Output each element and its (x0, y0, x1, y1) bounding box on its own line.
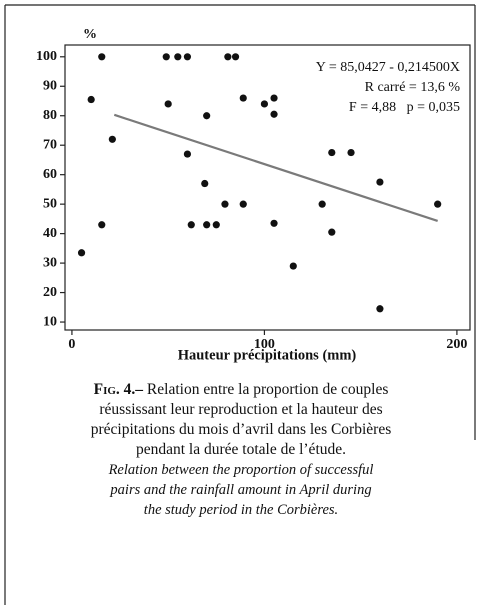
y-tick-label: 100 (36, 49, 57, 64)
caption-text: Fig. 4.– (93, 381, 144, 398)
point (270, 94, 278, 102)
y-tick-label: 50 (43, 196, 57, 211)
point (174, 53, 182, 61)
point (289, 262, 297, 270)
caption-text: pendant la durée totale de l’étude. (135, 441, 346, 458)
caption-text: pairs and the rainfall amount in April d… (110, 482, 372, 498)
point (212, 221, 220, 229)
y-tick-label: 60 (43, 167, 57, 182)
caption-line: réussissant leur reproduction et la haut… (8, 400, 474, 420)
y-tick-label: 70 (43, 137, 57, 152)
x-tick-label: 200 (446, 337, 467, 352)
point (98, 53, 106, 61)
plot-frame (64, 44, 471, 331)
point (318, 200, 326, 208)
point (376, 305, 384, 313)
point (183, 53, 192, 61)
point (224, 53, 232, 61)
point (183, 150, 192, 158)
point (164, 100, 172, 108)
point (270, 110, 278, 118)
caption-line: the study period in the Corbières. (8, 500, 474, 520)
caption-line: pendant la durée totale de l’étude. (8, 440, 474, 460)
y-tick-label: 10 (43, 314, 57, 329)
x-axis-label: Hauteur précipitations (mm) (178, 347, 357, 363)
caption-text: Relation entre la proportion de couples (146, 381, 389, 398)
point (203, 221, 211, 229)
caption-line: pairs and the rainfall amount in April d… (8, 480, 474, 500)
caption-line: Fig. 4.– Relation entre la proportion de… (8, 380, 474, 400)
point (347, 148, 355, 157)
point (187, 221, 195, 229)
point (434, 200, 442, 208)
point (87, 95, 95, 104)
point (328, 228, 336, 236)
caption-text: précipitations du mois d’avril dans les … (90, 421, 392, 438)
point (260, 100, 269, 108)
x-tick-label: 0 (68, 337, 75, 352)
x-tick-label: 100 (254, 337, 275, 352)
caption: Fig. 4.– Relation entre la proportion de… (8, 380, 474, 520)
y-tick-label: 90 (43, 78, 57, 93)
point (203, 112, 211, 120)
point (98, 221, 106, 229)
caption-line: Relation between the proportion of succe… (8, 460, 474, 480)
point (231, 53, 240, 61)
caption-line: précipitations du mois d’avril dans les … (8, 420, 474, 440)
y-tick-label: 30 (43, 255, 57, 270)
point (239, 94, 247, 102)
caption-text: réussissant leur reproduction et la haut… (99, 401, 383, 418)
point (328, 148, 336, 157)
y-unit: % (83, 27, 97, 42)
annotation: R carré = 13,6 % (365, 80, 461, 95)
point (77, 249, 86, 257)
y-tick-label: 40 (43, 226, 57, 241)
point (239, 200, 247, 208)
point (108, 135, 116, 143)
point (376, 178, 384, 186)
caption-text: the study period in the Corbières. (143, 502, 339, 518)
trend-line (113, 113, 439, 222)
point (270, 219, 278, 227)
y-tick-label: 20 (43, 285, 57, 300)
point (201, 179, 209, 188)
y-tick-label: 80 (43, 108, 57, 123)
point (162, 53, 170, 61)
point (221, 200, 229, 208)
annotation: Y = 85,0427 - 0,214500X (316, 60, 460, 75)
annotation: F = 4,88 p = 0,035 (349, 100, 460, 115)
caption-text: Relation between the proportion of succe… (108, 462, 374, 478)
